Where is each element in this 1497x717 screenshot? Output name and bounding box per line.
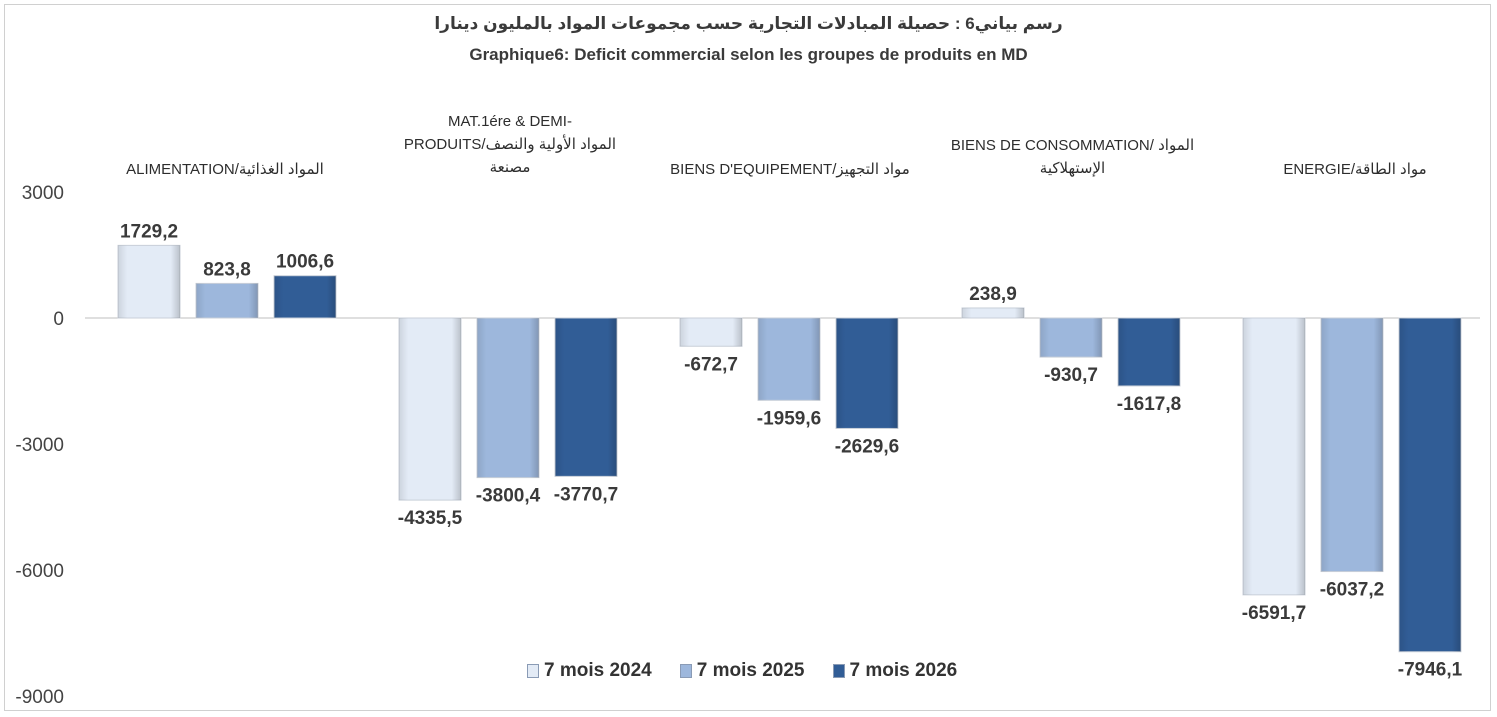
- data-label: -3770,7: [554, 484, 618, 505]
- data-label: -6591,7: [1242, 603, 1306, 624]
- bar-shade: [758, 318, 820, 401]
- category-label-line: PRODUITS/المواد الأولية والنصف: [403, 136, 617, 153]
- bar-shade: [1118, 318, 1180, 386]
- bar-shade: [962, 307, 1024, 318]
- bar-2025-3: [1039, 317, 1103, 358]
- bar-2024-4: [1242, 317, 1306, 596]
- bar-2025-0: [195, 282, 259, 319]
- bar-shade: [680, 318, 742, 347]
- bar-shade: [1243, 318, 1305, 595]
- data-label: -1959,6: [757, 408, 821, 429]
- bar-shade: [477, 318, 539, 478]
- data-label: -7946,1: [1398, 660, 1463, 681]
- bar-2026-1: [554, 317, 618, 477]
- bar-2024-0: [117, 244, 181, 319]
- legend-swatch: [527, 664, 539, 678]
- category-label-line: مصنعة: [489, 159, 531, 176]
- data-label: -672,7: [684, 354, 738, 375]
- bar-shade: [399, 318, 461, 501]
- category-label-line: BIENS DE CONSOMMATION/ المواد: [950, 137, 1195, 154]
- chart-title-arabic: رسم بياني6 : حصيلة المبادلات التجارية حس…: [434, 14, 1063, 33]
- y-tick-label: -9000: [15, 687, 64, 708]
- legend-item-2024: 7 mois 2024: [527, 660, 652, 682]
- data-label: 1729,2: [120, 221, 178, 242]
- data-label: -2629,6: [835, 436, 899, 457]
- data-label: -3800,4: [476, 486, 541, 507]
- category-label-matieres: MAT.1ére & DEMI- PRODUITS/المواد الأولية…: [375, 110, 645, 179]
- bar-shade: [555, 318, 617, 477]
- bar-shade: [1399, 318, 1461, 652]
- data-label: 823,8: [203, 259, 251, 280]
- data-label: -1617,8: [1117, 394, 1181, 415]
- bar-2025-2: [757, 317, 821, 401]
- bar-2026-2: [835, 317, 899, 429]
- data-label: -930,7: [1044, 365, 1098, 386]
- category-label-energie: ENERGIE/مواد الطاقة: [1255, 158, 1455, 181]
- chart-title: Graphique6: Deficit commercial selon les…: [469, 45, 1028, 64]
- bar-shade: [118, 245, 180, 318]
- bar-shade: [1040, 318, 1102, 358]
- data-label: -6037,2: [1320, 580, 1384, 601]
- y-tick-label: -6000: [15, 561, 64, 582]
- y-tick-label: 3000: [22, 183, 64, 204]
- bar-2024-2: [679, 317, 743, 347]
- bar-2026-3: [1117, 317, 1181, 387]
- bar-shade: [196, 283, 258, 318]
- y-tick-label: 0: [53, 309, 64, 330]
- y-tick-label: -3000: [15, 435, 64, 456]
- data-label: -4335,5: [398, 508, 463, 529]
- category-label-line: ENERGIE/مواد الطاقة: [1283, 161, 1427, 178]
- chart-legend: 7 mois 2024 7 mois 2025 7 mois 2026: [527, 660, 957, 682]
- legend-item-2026: 7 mois 2026: [832, 660, 958, 682]
- bar-2026-4: [1398, 317, 1462, 653]
- legend-swatch: [679, 664, 692, 678]
- legend-swatch: [832, 664, 845, 678]
- bar-shade: [836, 318, 898, 429]
- category-label-alimentation: ALIMENTATION/المواد الغذائية: [100, 158, 350, 181]
- data-label: 238,9: [969, 284, 1017, 305]
- legend-label: 7 mois 2024: [544, 660, 652, 681]
- bar-2024-3: [961, 307, 1025, 319]
- category-label-line: MAT.1ére & DEMI-: [448, 113, 572, 130]
- legend-label: 7 mois 2025: [696, 660, 805, 681]
- category-label-consommation: BIENS DE CONSOMMATION/ المواد الإستهلاكي…: [925, 134, 1220, 180]
- category-label-line: BIENS D'EQUIPEMENT/مواد التجهيز: [670, 161, 910, 178]
- category-label-line: الإستهلاكية: [1039, 160, 1106, 177]
- bar-2024-1: [398, 317, 462, 501]
- legend-item-2025: 7 mois 2025: [679, 660, 805, 682]
- bar-shade: [1321, 318, 1383, 572]
- category-label-equipement: BIENS D'EQUIPEMENT/مواد التجهيز: [640, 158, 940, 181]
- bar-2025-1: [476, 317, 540, 479]
- legend-label: 7 mois 2026: [849, 660, 958, 681]
- data-label: 1006,6: [276, 252, 334, 273]
- bar-2026-0: [273, 275, 337, 319]
- bar-2025-4: [1320, 317, 1384, 573]
- category-label-line: ALIMENTATION/المواد الغذائية: [126, 161, 324, 178]
- bar-shade: [274, 275, 336, 318]
